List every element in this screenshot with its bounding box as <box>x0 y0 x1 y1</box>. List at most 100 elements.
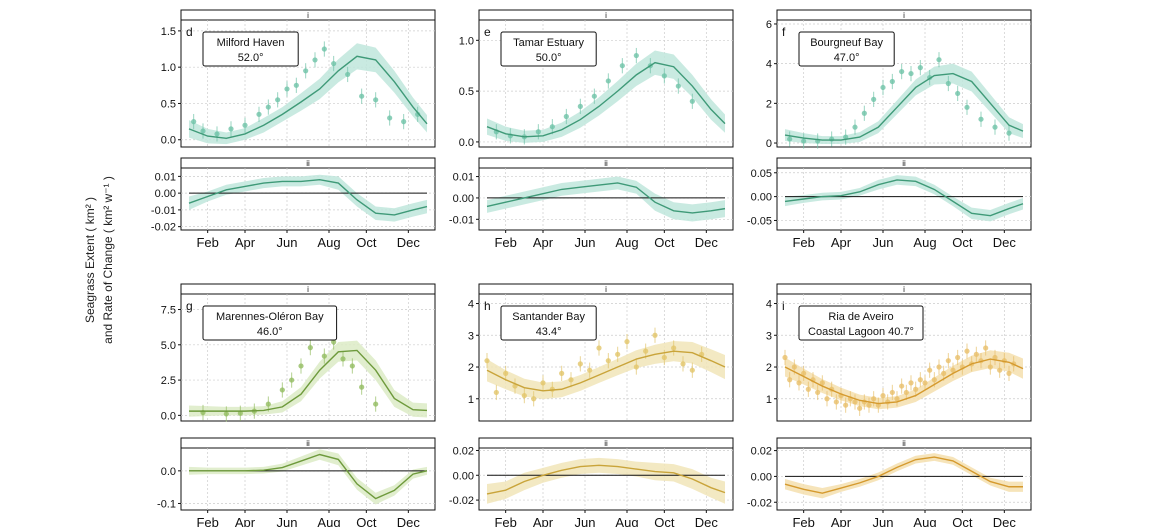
confidence-band <box>189 449 427 505</box>
data-point <box>997 367 1003 373</box>
y-tick-label: 0.0 <box>161 410 176 422</box>
y-tick-label: 7.5 <box>161 305 176 317</box>
y-tick-label: 6 <box>766 19 772 31</box>
data-point <box>643 348 649 354</box>
strip-label-bottom: ii <box>604 439 608 448</box>
confidence-band <box>487 457 725 504</box>
data-point <box>321 46 327 52</box>
y-tick-label: 0.05 <box>751 168 772 180</box>
x-tick-label: Feb <box>196 515 218 527</box>
data-point <box>535 129 541 135</box>
data-point <box>889 389 895 396</box>
data-point <box>279 387 285 393</box>
strip-label-top: i <box>605 11 607 20</box>
strip-label-top: i <box>903 285 905 294</box>
data-point <box>931 377 937 383</box>
data-point <box>801 370 807 376</box>
site-latitude: 50.0° <box>536 52 562 64</box>
data-point <box>265 401 271 407</box>
data-point <box>880 393 886 399</box>
data-point <box>387 115 393 121</box>
y-tick-label: 0.5 <box>459 86 474 98</box>
panel-letter: g <box>186 299 193 313</box>
y-tick-label: 1 <box>766 394 772 406</box>
y-tick-label: 2 <box>468 362 474 374</box>
panel-d: 1.5 1.0 0.5 0.0 i d Milford Haven 52.0° 0.01 0.00… <box>151 9 436 250</box>
x-tick-label: Aug <box>913 515 936 527</box>
strip-label-top: i <box>605 285 607 294</box>
y-tick-label: 5.0 <box>161 340 176 352</box>
data-point <box>671 345 677 351</box>
y-tick-label: 2 <box>766 362 772 374</box>
y-tick-label: -0.01 <box>151 205 176 217</box>
data-point <box>345 71 351 78</box>
data-point <box>591 93 597 99</box>
data-point <box>936 364 942 370</box>
panel-h: 4 3 2 1 i h Santander Bay 43.4° 0.02 0.00 -0.02 ii F… <box>449 283 734 527</box>
data-point <box>237 410 243 416</box>
data-point <box>373 97 379 103</box>
data-point <box>680 361 686 367</box>
y-tick-label: 2 <box>766 98 772 110</box>
fit-line <box>188 179 428 216</box>
data-point <box>791 364 797 370</box>
data-point <box>340 356 346 362</box>
x-tick-label: Oct <box>654 235 675 250</box>
confidence-band <box>785 175 1023 222</box>
data-point <box>265 104 271 110</box>
data-point <box>568 377 574 383</box>
site-label-box <box>202 305 338 341</box>
y-tick-label: 0.00 <box>751 471 772 483</box>
site-latitude: Coastal Lagoon 40.7° <box>808 326 914 338</box>
x-tick-label: Dec <box>993 235 1017 250</box>
data-point <box>987 364 993 370</box>
data-point <box>415 111 421 117</box>
data-point <box>652 332 658 338</box>
x-tick-label: Jun <box>575 235 596 250</box>
data-point <box>833 399 839 405</box>
data-point <box>521 393 527 399</box>
x-tick-label: Dec <box>397 515 421 527</box>
fit-line <box>784 72 1024 141</box>
confidence-band <box>189 340 427 418</box>
data-point <box>549 124 555 130</box>
data-point <box>922 380 928 386</box>
x-tick-label: Aug <box>615 235 638 250</box>
data-point <box>359 384 365 390</box>
data-point <box>293 82 299 88</box>
data-point <box>843 134 849 140</box>
x-tick-label: Dec <box>695 515 719 527</box>
panel-letter: i <box>782 299 785 313</box>
data-point <box>964 104 970 110</box>
confidence-band <box>189 43 427 145</box>
y-tick-label: -0.01 <box>449 214 474 226</box>
site-latitude: 47.0° <box>834 52 860 64</box>
panel-letter: e <box>484 25 491 39</box>
data-point <box>321 353 327 359</box>
y-tick-label: 0.00 <box>453 193 474 205</box>
fit-line <box>784 358 1024 405</box>
data-point <box>805 386 811 392</box>
x-tick-label: Oct <box>356 515 377 527</box>
strip-label-bottom: ii <box>902 159 906 168</box>
y-tick-label: -0.02 <box>151 222 176 234</box>
x-tick-label: Feb <box>792 235 814 250</box>
x-tick-label: Dec <box>397 235 421 250</box>
data-point <box>908 380 914 386</box>
data-point <box>964 348 970 354</box>
panel-f: 6 4 2 0 i f Bourgneuf Bay 47.0° 0.05 0.00 -0.05 ii F… <box>747 9 1032 250</box>
data-point <box>615 351 621 357</box>
ylabel-line2: and Rate of Change ( km² w⁻¹ ) <box>101 176 115 344</box>
data-point <box>331 339 337 345</box>
data-point <box>852 124 858 130</box>
data-point <box>689 98 695 104</box>
data-point <box>973 351 979 357</box>
y-tick-label: 0.00 <box>155 188 176 200</box>
x-tick-label: Apr <box>831 515 852 527</box>
x-tick-label: Dec <box>695 235 719 250</box>
data-point <box>298 363 304 369</box>
data-point <box>587 367 593 373</box>
x-tick-label: Oct <box>356 235 377 250</box>
